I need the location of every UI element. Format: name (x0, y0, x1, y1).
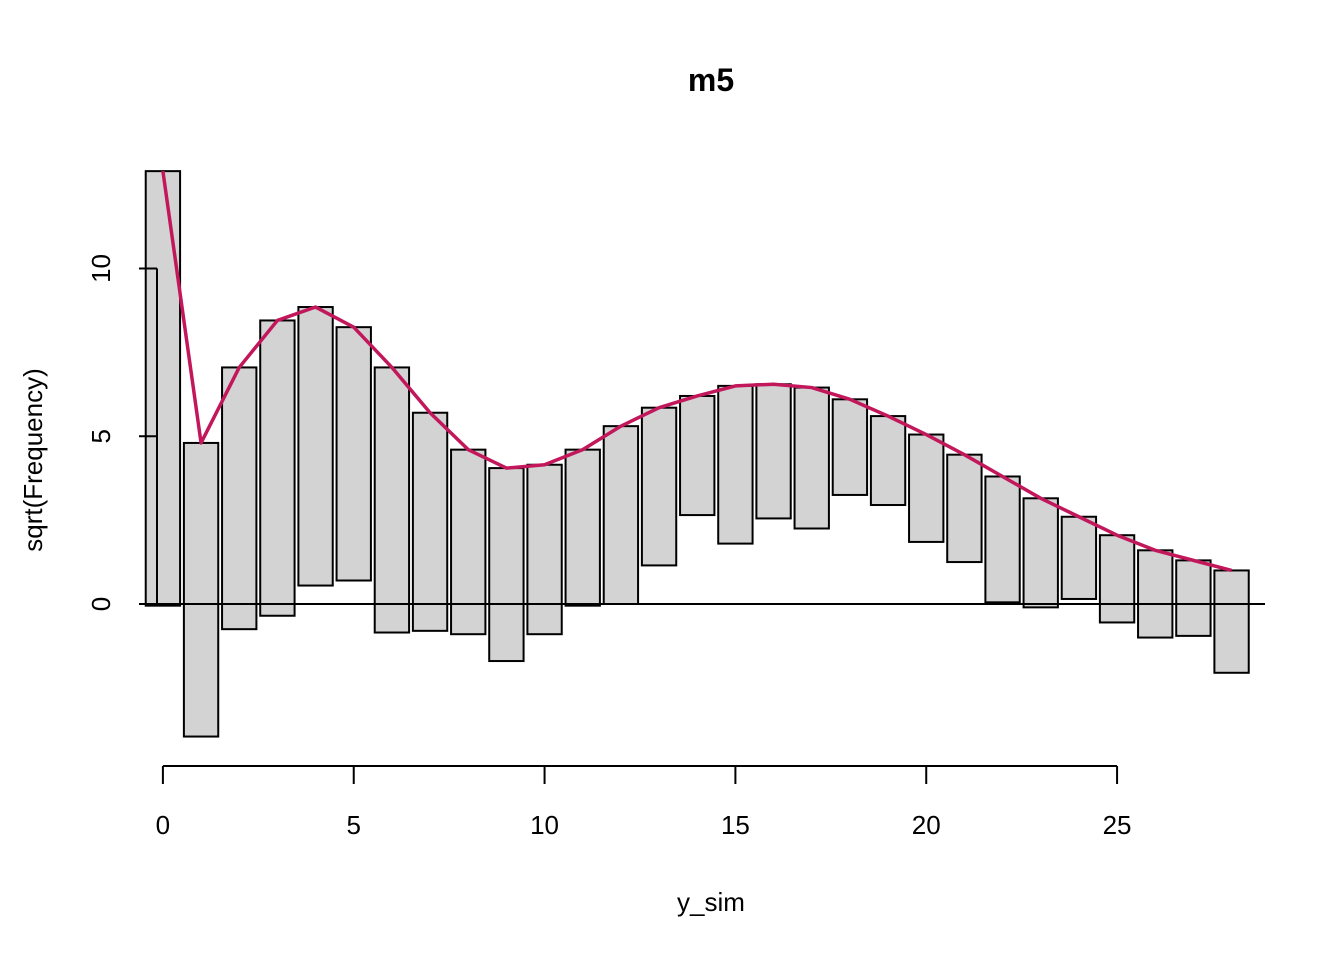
bar-1 (182, 441, 220, 738)
x-tick-label-20: 20 (912, 810, 941, 840)
x-tick-label-5: 5 (346, 810, 360, 840)
bars-group (144, 170, 1250, 738)
bar-20 (908, 433, 945, 543)
bar-0 (144, 170, 182, 607)
expected-frequency-line (161, 170, 1233, 573)
x-tick-label-10: 10 (530, 810, 559, 840)
bar-2 (221, 366, 258, 631)
bar-5 (335, 326, 372, 582)
bar-25 (1098, 534, 1136, 624)
y-axis-label: sqrt(Frequency) (18, 368, 48, 552)
bar-14 (679, 394, 716, 517)
x-axis-label: y_sim (677, 887, 745, 917)
bar-11 (564, 448, 601, 607)
y-tick-label-0: 0 (86, 597, 116, 611)
bar-24 (1060, 515, 1098, 600)
bar-21 (946, 453, 983, 564)
bar-22 (984, 475, 1021, 604)
x-tick-label-0: 0 (156, 810, 170, 840)
bar-3 (259, 319, 296, 617)
bar-28 (1213, 569, 1250, 674)
y-axis: 0 5 10 (86, 254, 158, 611)
bar-19 (869, 415, 907, 507)
bar-17 (793, 386, 830, 530)
y-tick-label-10: 10 (86, 254, 116, 283)
bar-7 (411, 411, 449, 632)
bar-12 (602, 425, 640, 605)
y-tick-label-5: 5 (86, 429, 116, 443)
bar-26 (1137, 549, 1174, 639)
x-axis: 0 5 10 15 20 25 (156, 765, 1132, 840)
bar-8 (450, 448, 487, 636)
bar-6 (373, 366, 411, 634)
bar-23 (1022, 497, 1059, 609)
chart-title: m5 (688, 62, 734, 98)
bar-9 (488, 467, 525, 663)
bar-13 (640, 406, 678, 567)
bar-15 (717, 384, 754, 545)
bar-18 (831, 398, 869, 496)
x-tick-label-15: 15 (721, 810, 750, 840)
bar-16 (755, 383, 792, 520)
bar-10 (526, 463, 563, 636)
bar-4 (297, 306, 334, 587)
bar-27 (1175, 559, 1212, 637)
x-tick-label-25: 25 (1103, 810, 1132, 840)
